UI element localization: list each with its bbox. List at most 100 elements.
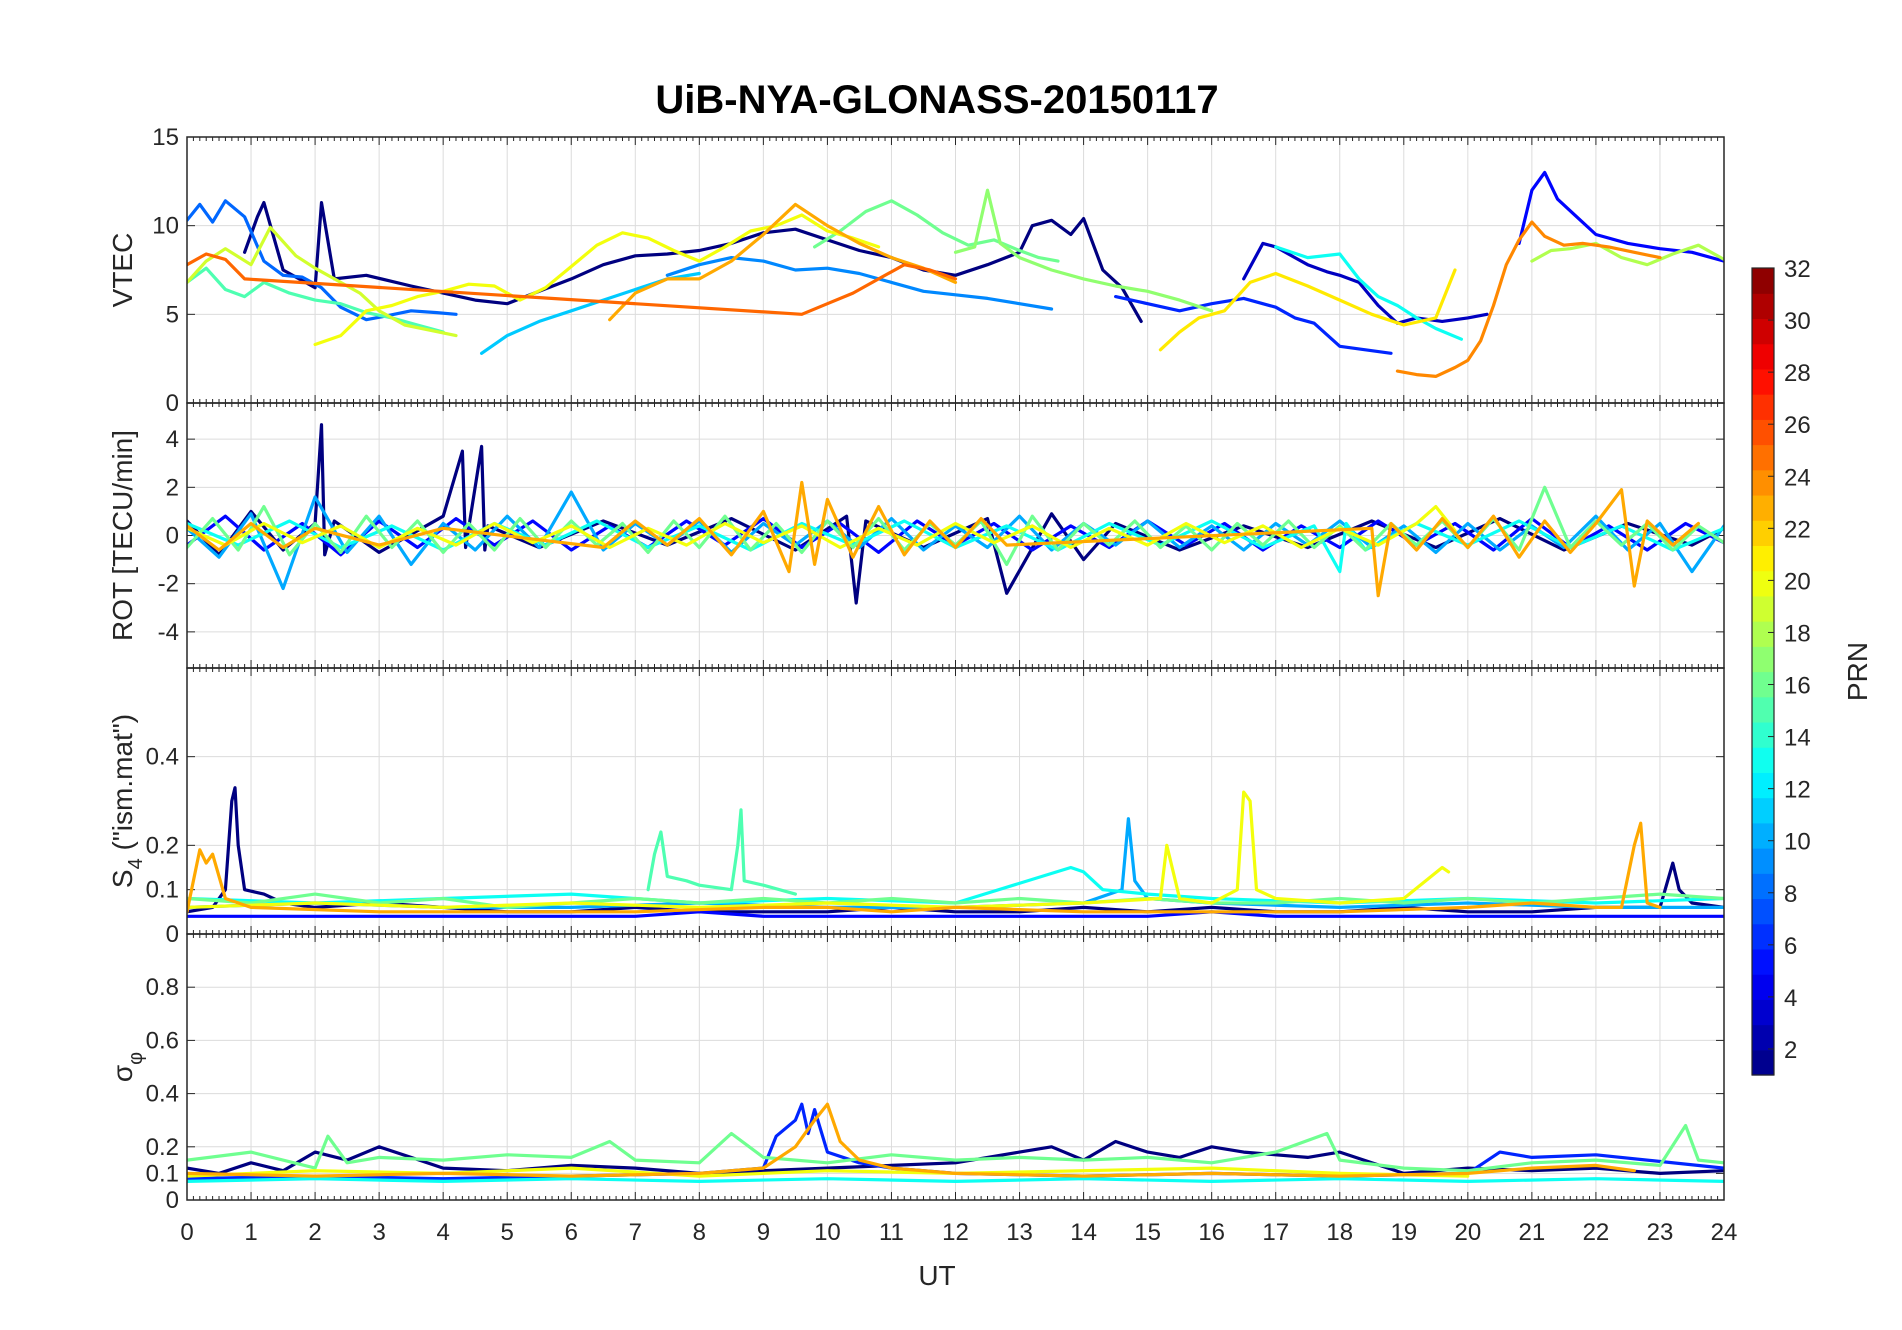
colorbar-tick-label: 22 [1784, 516, 1811, 543]
x-tick-label: 0 [180, 1219, 193, 1246]
colorbar-segment [1752, 621, 1774, 647]
panel-s4: 0 0.1 0.2 0.4S4 ("ism.mat") [107, 667, 1725, 948]
x-tick-label: 14 [1070, 1219, 1097, 1246]
colorbar-segment [1752, 368, 1774, 395]
series-line-prn-10 [187, 490, 1724, 591]
series-group [187, 423, 1724, 605]
y-tick-label: 0 [166, 523, 179, 550]
y-tick-label: 0.4 [146, 744, 179, 771]
panel-sigma: 00.10.2 0.4 0.6 0.8 σφ [107, 933, 1725, 1214]
series-line-prn-15 [646, 808, 797, 896]
colorbar-segment [1752, 268, 1774, 294]
panel-rot: -4 -2 0 2 4 ROT [TECU/min] [107, 402, 1725, 669]
y-tick-label: 15 [152, 124, 179, 151]
y-axis-label: VTEC [107, 233, 138, 308]
x-tick-label: 1 [244, 1219, 257, 1246]
y-axis-label: ROT [TECU/min] [107, 430, 138, 641]
series-line-prn-23 [187, 821, 1662, 914]
colorbar-tick-label: 14 [1784, 725, 1811, 752]
chart-title: UiB-NYA-GLONASS-20150117 [655, 78, 1218, 122]
series-line-prn-8 [187, 199, 458, 322]
colorbar-segment [1752, 721, 1774, 748]
colorbar-tick-label: 28 [1784, 360, 1811, 387]
colorbar-tick-label: 4 [1784, 985, 1797, 1012]
y-tick-label: 0.6 [146, 1027, 179, 1054]
colorbar-tick-label: 18 [1784, 620, 1811, 647]
x-tick-label: 24 [1711, 1219, 1738, 1246]
colorbar-segment [1752, 646, 1774, 673]
series-line-prn-5 [187, 910, 1724, 918]
x-tick-label: 8 [693, 1219, 706, 1246]
y-tick-label: 4 [166, 426, 179, 453]
panel-vtec: 0 5 10 15 VTEC [107, 124, 1725, 417]
x-tick-label: 2 [308, 1219, 321, 1246]
x-tick-label: 7 [629, 1219, 642, 1246]
colorbar-tick-label: 6 [1784, 933, 1797, 960]
colorbar-segment [1752, 1049, 1774, 1076]
y-tick-label: 0.1 [146, 1160, 179, 1187]
series-line-prn-1 [187, 786, 1724, 914]
colorbar-segment [1752, 747, 1774, 773]
colorbar-tick-label: 8 [1784, 881, 1797, 908]
series-line-prn-20 [187, 790, 1451, 909]
x-axis-label: UT [918, 1260, 955, 1291]
x-tick-label: 18 [1326, 1219, 1353, 1246]
colorbar-segment [1752, 948, 1774, 975]
x-tick-label: 3 [372, 1219, 385, 1246]
series-line-prn-21 [1158, 268, 1457, 352]
colorbar-segment [1752, 343, 1774, 370]
panel-frame [186, 933, 1725, 1201]
colorbar-tick-label: 20 [1784, 568, 1811, 595]
colorbar-tick-label: 2 [1784, 1037, 1797, 1064]
x-tick-label: 22 [1583, 1219, 1610, 1246]
x-tick-labels: 0 1 2 3 4 5 6 7 8 9 10 11 12 13 14 15 16 17 18 19 20 21 22 23 24 [180, 1219, 1737, 1246]
colorbar-segment [1752, 848, 1774, 874]
colorbar-frame [1751, 267, 1775, 1076]
x-tick-label: 6 [565, 1219, 578, 1246]
y-tick-label: 2 [166, 474, 179, 501]
x-tick-label: 15 [1134, 1219, 1161, 1246]
series-line-prn-23 [608, 202, 958, 322]
x-tick-label: 17 [1262, 1219, 1289, 1246]
x-tick-label: 12 [942, 1219, 969, 1246]
colorbar-segment [1752, 772, 1774, 799]
colorbar-segment [1752, 822, 1774, 849]
colorbar-segment [1752, 570, 1774, 597]
series-line-prn-13 [187, 1177, 1724, 1183]
series-group [187, 786, 1724, 918]
y-tick-label: 0.4 [146, 1081, 179, 1108]
colorbar-segment [1752, 520, 1774, 547]
series-line-prn-6 [1114, 295, 1393, 355]
series-line-prn-13 [187, 865, 1724, 905]
colorbar-segment [1752, 797, 1774, 824]
colorbar-segment [1752, 898, 1774, 925]
series-line-prn-16 [813, 199, 1060, 263]
x-tick-label: 20 [1454, 1219, 1481, 1246]
y-tick-label: 0.2 [146, 1134, 179, 1161]
colorbar-segment [1752, 873, 1774, 900]
series-line-prn-5 [1517, 170, 1724, 263]
y-tick-label: -4 [158, 619, 179, 646]
colorbar-segment [1752, 494, 1774, 521]
y-tick-label: 0.1 [146, 877, 179, 904]
series-line-prn-18 [1530, 241, 1724, 267]
series-line-prn-19 [187, 225, 458, 338]
colorbar-segment [1752, 1024, 1774, 1051]
x-tick-label: 13 [1006, 1219, 1033, 1246]
colorbar-segment [1752, 394, 1774, 420]
x-tick-label: 4 [436, 1219, 449, 1246]
colorbar-tick-label: 10 [1784, 829, 1811, 856]
colorbar-tick-label: 24 [1784, 464, 1811, 491]
x-tick-label: 21 [1519, 1219, 1546, 1246]
series-line-prn-20 [313, 213, 881, 347]
colorbar-tick-label: 16 [1784, 673, 1811, 700]
series-line-prn-1 [243, 201, 1143, 323]
y-tick-label: 0.8 [146, 974, 179, 1001]
colorbar-segment [1752, 444, 1774, 471]
colorbar-label: PRN [1842, 642, 1873, 701]
y-tick-label: -2 [158, 571, 179, 598]
series-line-prn-25 [187, 252, 958, 316]
series-line-prn-23 [187, 1102, 1636, 1178]
